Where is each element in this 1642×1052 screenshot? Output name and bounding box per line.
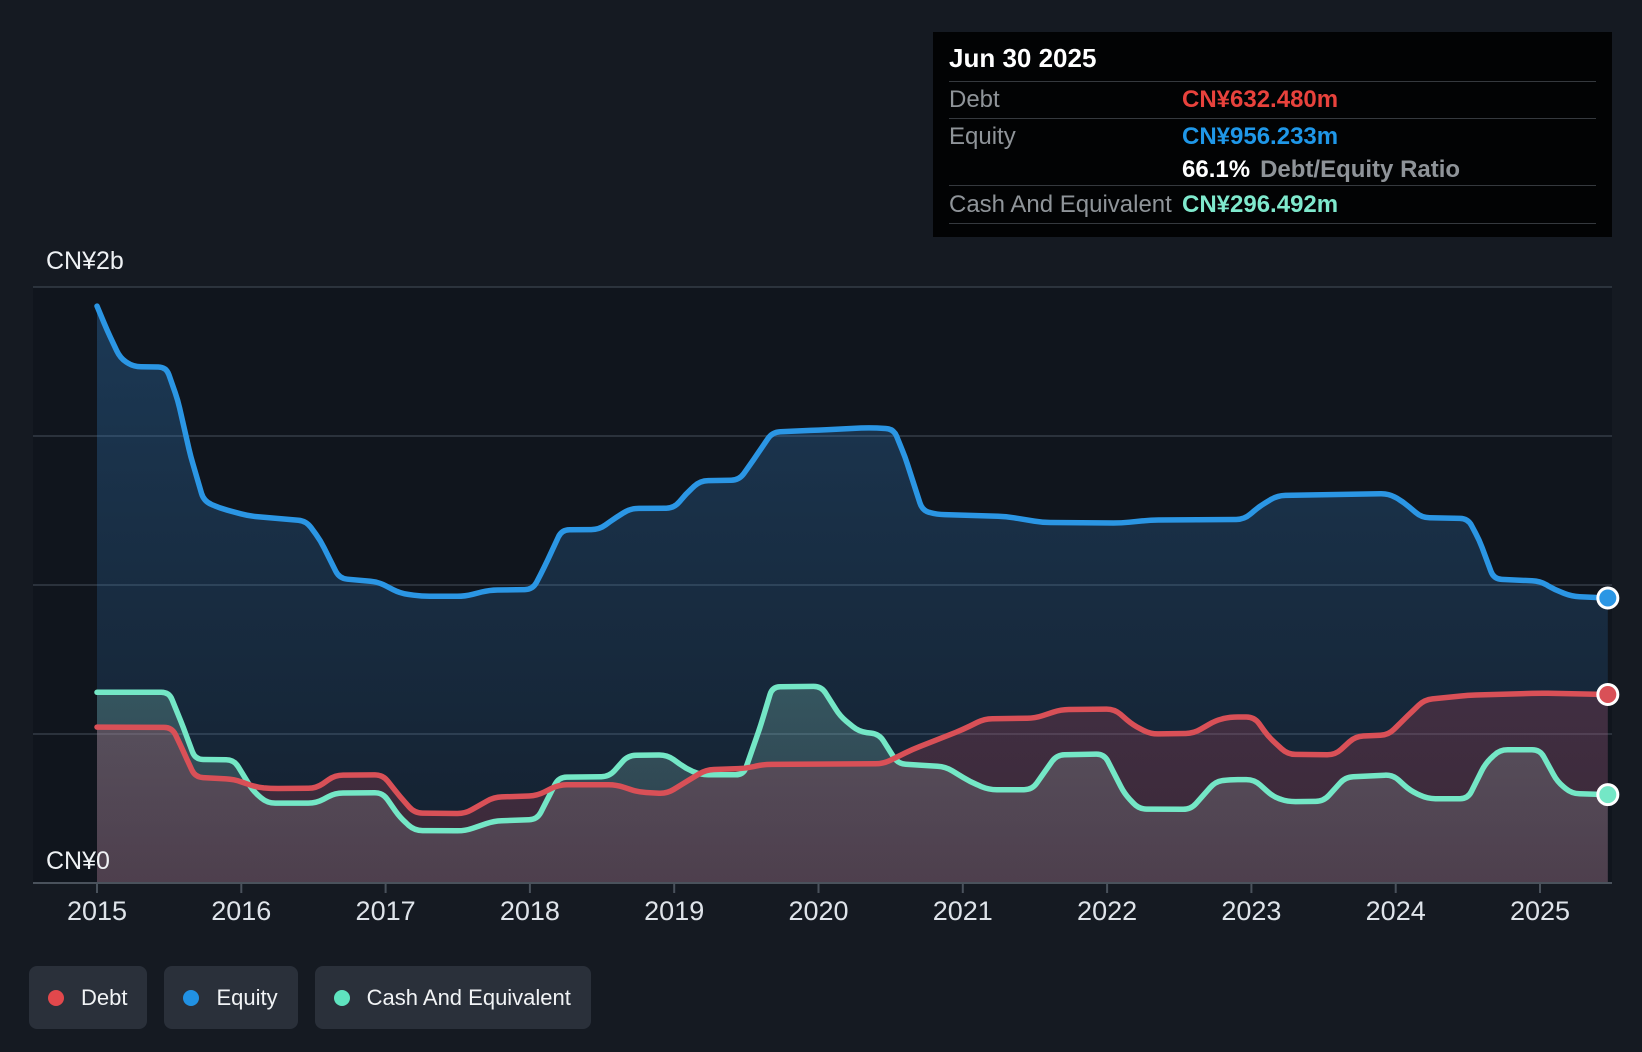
legend-item-cash[interactable]: Cash And Equivalent — [314, 966, 591, 1029]
chart-legend: Debt Equity Cash And Equivalent — [29, 966, 591, 1029]
tooltip-equity-label: Equity — [949, 123, 1016, 150]
x-tick-label-2024: 2024 — [1366, 896, 1426, 926]
x-tick-label-2016: 2016 — [211, 896, 271, 926]
tooltip-row-ratio: 66.1% Debt/Equity Ratio — [949, 155, 1596, 186]
legend-cash-label: Cash And Equivalent — [366, 984, 571, 1010]
tooltip-row-cash: Cash And Equivalent CN¥296.492m — [949, 186, 1596, 224]
x-tick-label-2017: 2017 — [356, 896, 416, 926]
legend-item-equity[interactable]: Equity — [164, 966, 298, 1029]
tooltip-date: Jun 30 2025 — [949, 32, 1596, 82]
x-tick-label-2015: 2015 — [67, 896, 127, 926]
legend-item-debt[interactable]: Debt — [29, 966, 148, 1029]
tooltip-row-debt: Debt CN¥632.480m — [949, 82, 1596, 119]
legend-equity-label: Equity — [216, 984, 278, 1010]
debt-line — [94, 690, 1611, 817]
tooltip-debt-value: CN¥632.480m — [1182, 86, 1339, 113]
debt-area — [97, 693, 1608, 883]
cash-and-equivalent-line — [94, 683, 1611, 834]
equity-line — [94, 303, 1611, 601]
tooltip-cash-label: Cash And Equivalent — [949, 190, 1172, 218]
equity-end-marker[interactable] — [1596, 586, 1620, 610]
legend-debt-label: Debt — [81, 984, 128, 1010]
x-tick-label-2025: 2025 — [1510, 896, 1570, 926]
tooltip-ratio-value: 66.1% — [1182, 156, 1251, 183]
hover-point-markers[interactable] — [1596, 586, 1620, 807]
y-axis-bottom-label: CN¥0 — [46, 847, 110, 875]
tooltip-equity-value: CN¥956.233m — [1182, 123, 1339, 150]
x-tick-label-2023: 2023 — [1221, 896, 1281, 926]
x-tick-label-2022: 2022 — [1077, 896, 1137, 926]
tooltip-cash-value: CN¥296.492m — [1182, 190, 1339, 218]
tooltip-ratio-label: Debt/Equity Ratio — [1260, 156, 1461, 183]
tooltip-row-equity: Equity CN¥956.233m — [949, 119, 1596, 155]
equity-series-dot-icon — [183, 989, 200, 1006]
y-axis-top-label: CN¥2b — [46, 247, 124, 275]
cash-series-dot-icon — [333, 989, 350, 1006]
x-tick-label-2018: 2018 — [500, 896, 560, 926]
debt-series-dot-icon — [48, 989, 64, 1006]
series-lines — [94, 303, 1611, 834]
x-tick-label-2020: 2020 — [788, 896, 848, 926]
x-tick-label-2019: 2019 — [644, 896, 704, 926]
x-tick-label-2021: 2021 — [933, 896, 993, 926]
tooltip-debt-label: Debt — [949, 86, 1000, 113]
cash-and-equivalent-end-marker[interactable] — [1596, 783, 1620, 807]
x-axis: 2015 2016 2017 2018 2019 2020 2021 2022 2023 2024… — [33, 882, 1612, 926]
series-areas — [97, 306, 1608, 884]
debt-end-marker[interactable] — [1596, 683, 1620, 707]
chart-tooltip: Jun 30 2025 Debt CN¥632.480m Equity CN¥9… — [933, 32, 1612, 237]
